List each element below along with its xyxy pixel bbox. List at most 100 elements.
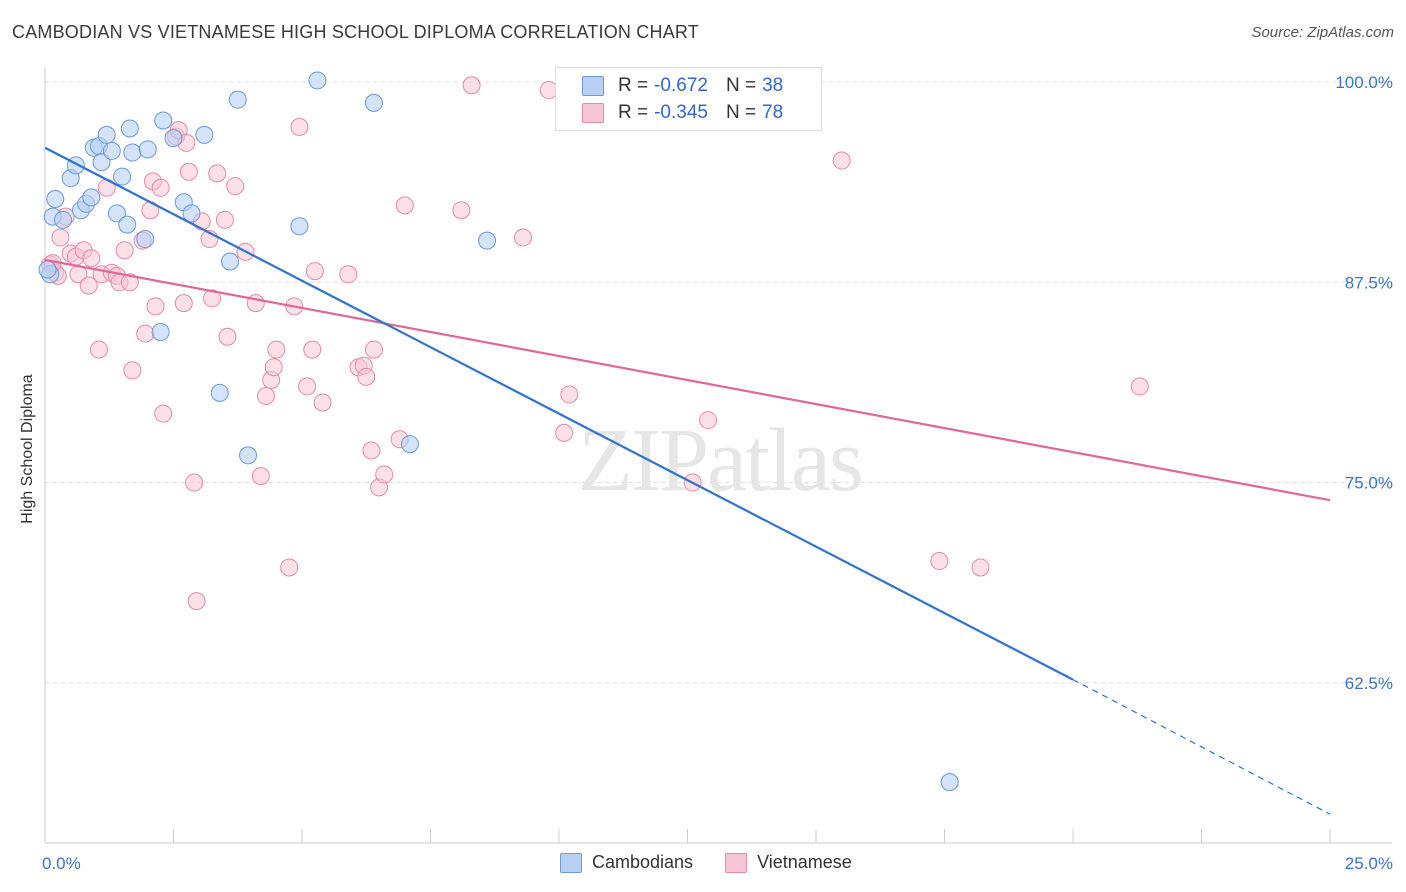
vietnamese-point [395, 196, 414, 215]
y-tick-label: 62.5% [1345, 674, 1393, 693]
vietnamese-point [146, 297, 165, 316]
cambodian-point [92, 153, 111, 172]
vietnamese-point [51, 228, 70, 247]
vietnamese-point [89, 340, 108, 359]
vietnamese-point [930, 552, 949, 571]
vietnamese-point [267, 340, 286, 359]
y-tick-label: 87.5% [1345, 273, 1393, 292]
trend-lines [44, 146, 1331, 815]
cambodian-point [195, 125, 214, 144]
legend-label-cambodians: Cambodians [592, 852, 694, 872]
vietnamese-point [151, 178, 170, 197]
n-label: N = [725, 75, 757, 96]
cambodian-trend-extension [1072, 679, 1331, 815]
vietnamese-point [203, 289, 222, 308]
vietnamese-point [313, 393, 332, 412]
vietnamese-point [452, 201, 471, 220]
cambodian-point [154, 111, 173, 130]
series-legend: Cambodians Vietnamese [560, 852, 884, 873]
vietnamese-point [187, 592, 206, 611]
chart-title: CAMBODIAN VS VIETNAMESE HIGH SCHOOL DIPL… [12, 22, 699, 42]
vietnamese-point [462, 76, 481, 95]
legend-item-vietnamese: Vietnamese [725, 852, 852, 873]
cambodian-point [364, 93, 383, 112]
vietnamese-point [560, 385, 579, 404]
vietnamese-point [362, 441, 381, 460]
vietnamese-point [215, 210, 234, 229]
vietnamese-point [375, 465, 394, 484]
vietnamese-point [208, 164, 227, 183]
cambodian-point [118, 215, 137, 234]
vietnamese-point [179, 162, 198, 181]
cambodian-point [400, 435, 419, 454]
cambodian-point [164, 129, 183, 148]
vietnamese-point [185, 473, 204, 492]
vietnamese-point [298, 377, 317, 396]
legend-row-vietnamese: R = -0.345 N = 78 [582, 100, 783, 126]
cambodian-point [182, 204, 201, 223]
cambodian-point [136, 230, 155, 249]
cambodian-points [38, 71, 959, 792]
r-label: R = [618, 75, 649, 96]
vietnamese-point [218, 327, 237, 346]
grid-lines [45, 81, 1392, 684]
cambodian-point [38, 260, 57, 279]
cambodian-point [290, 217, 309, 236]
vietnamese-point [82, 249, 101, 268]
cambodian-point [107, 204, 126, 223]
vietnamese-point [339, 265, 358, 284]
vietnamese-point [264, 358, 283, 377]
cambodian-swatch [582, 76, 604, 96]
cambodian-swatch [560, 852, 582, 873]
correlation-legend: R = -0.672 N = 38 R = -0.345 N = 78 [555, 67, 822, 131]
vietnamese-point [154, 404, 173, 423]
cambodian-point [97, 125, 116, 144]
vietnamese-swatch [582, 103, 604, 123]
cambodian-point [46, 189, 65, 208]
vietnamese-point [305, 262, 324, 281]
vietnamese-point [226, 177, 245, 196]
vietnamese-point [174, 294, 193, 313]
vietnamese-trend-line [44, 258, 1331, 502]
cambodian-point [53, 210, 72, 229]
cambodian-point [151, 322, 170, 341]
cambodian-point [82, 188, 101, 207]
vietnamese-point [364, 340, 383, 359]
y-tick-label: 100.0% [1335, 73, 1393, 92]
vietnamese-point [290, 117, 309, 136]
cambodian-point [138, 140, 157, 159]
vietnamese-swatch [725, 852, 748, 873]
legend-row-cambodian: R = -0.672 N = 38 [582, 73, 783, 99]
vietnamese-points [41, 76, 1149, 611]
vietnamese-point [303, 340, 322, 359]
cambodian-point [120, 119, 139, 138]
tick-labels: 62.5% 75.0% 87.5% 100.0% 0.0% 25.0% [42, 73, 1393, 873]
y-tick-label: 75.0% [1345, 474, 1393, 493]
source-label: Source: ZipAtlas.com [1251, 24, 1394, 41]
vietnamese-point [357, 367, 376, 386]
vietnamese-point [123, 361, 142, 380]
vietnamese-point [136, 324, 155, 343]
n-label: N = [725, 102, 757, 123]
vietnamese-point [251, 467, 270, 486]
cambodian-point [221, 252, 240, 271]
vietnamese-point [280, 558, 299, 577]
cambodian-point [113, 167, 132, 186]
watermark: ZIPatlas [578, 411, 862, 510]
x-tick-label: 0.0% [42, 854, 81, 873]
vietnamese-point [120, 273, 139, 292]
cambodian-point [478, 231, 497, 250]
cambodian-point [308, 71, 327, 90]
r-label: R = [618, 102, 649, 123]
legend-label-vietnamese: Vietnamese [757, 852, 852, 872]
r-value: -0.345 [654, 102, 708, 123]
vietnamese-point [699, 411, 718, 430]
cambodian-point [123, 143, 142, 162]
vietnamese-point [971, 558, 990, 577]
cambodian-point [102, 141, 121, 160]
legend-item-cambodians: Cambodians [560, 852, 693, 873]
y-axis-label: High School Diploma [19, 374, 36, 524]
cambodian-point [228, 90, 247, 109]
n-value: 38 [762, 75, 784, 96]
